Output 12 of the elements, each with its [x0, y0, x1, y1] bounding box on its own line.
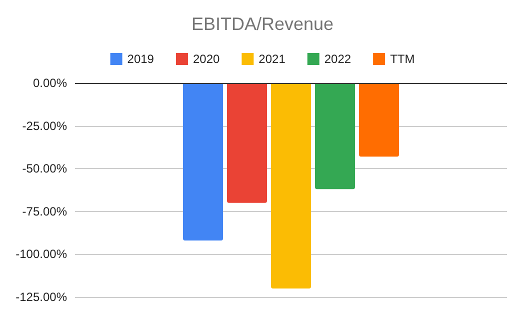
legend-label: 2022: [324, 52, 352, 66]
y-tick-label: 0.00%: [32, 76, 68, 90]
y-tick-label: -50.00%: [22, 162, 68, 176]
y-tick-label: -75.00%: [22, 204, 68, 218]
y-tick-label: -100.00%: [16, 247, 68, 262]
legend-label: 2020: [192, 52, 220, 66]
legend-label: 2021: [258, 52, 286, 66]
y-tick-label: -125.00%: [16, 290, 68, 304]
legend-label: TTM: [390, 52, 415, 66]
chart-title: EBITDA/Revenue: [191, 14, 334, 34]
y-tick-label: -25.00%: [22, 118, 68, 133]
legend-label: 2019: [127, 52, 154, 66]
